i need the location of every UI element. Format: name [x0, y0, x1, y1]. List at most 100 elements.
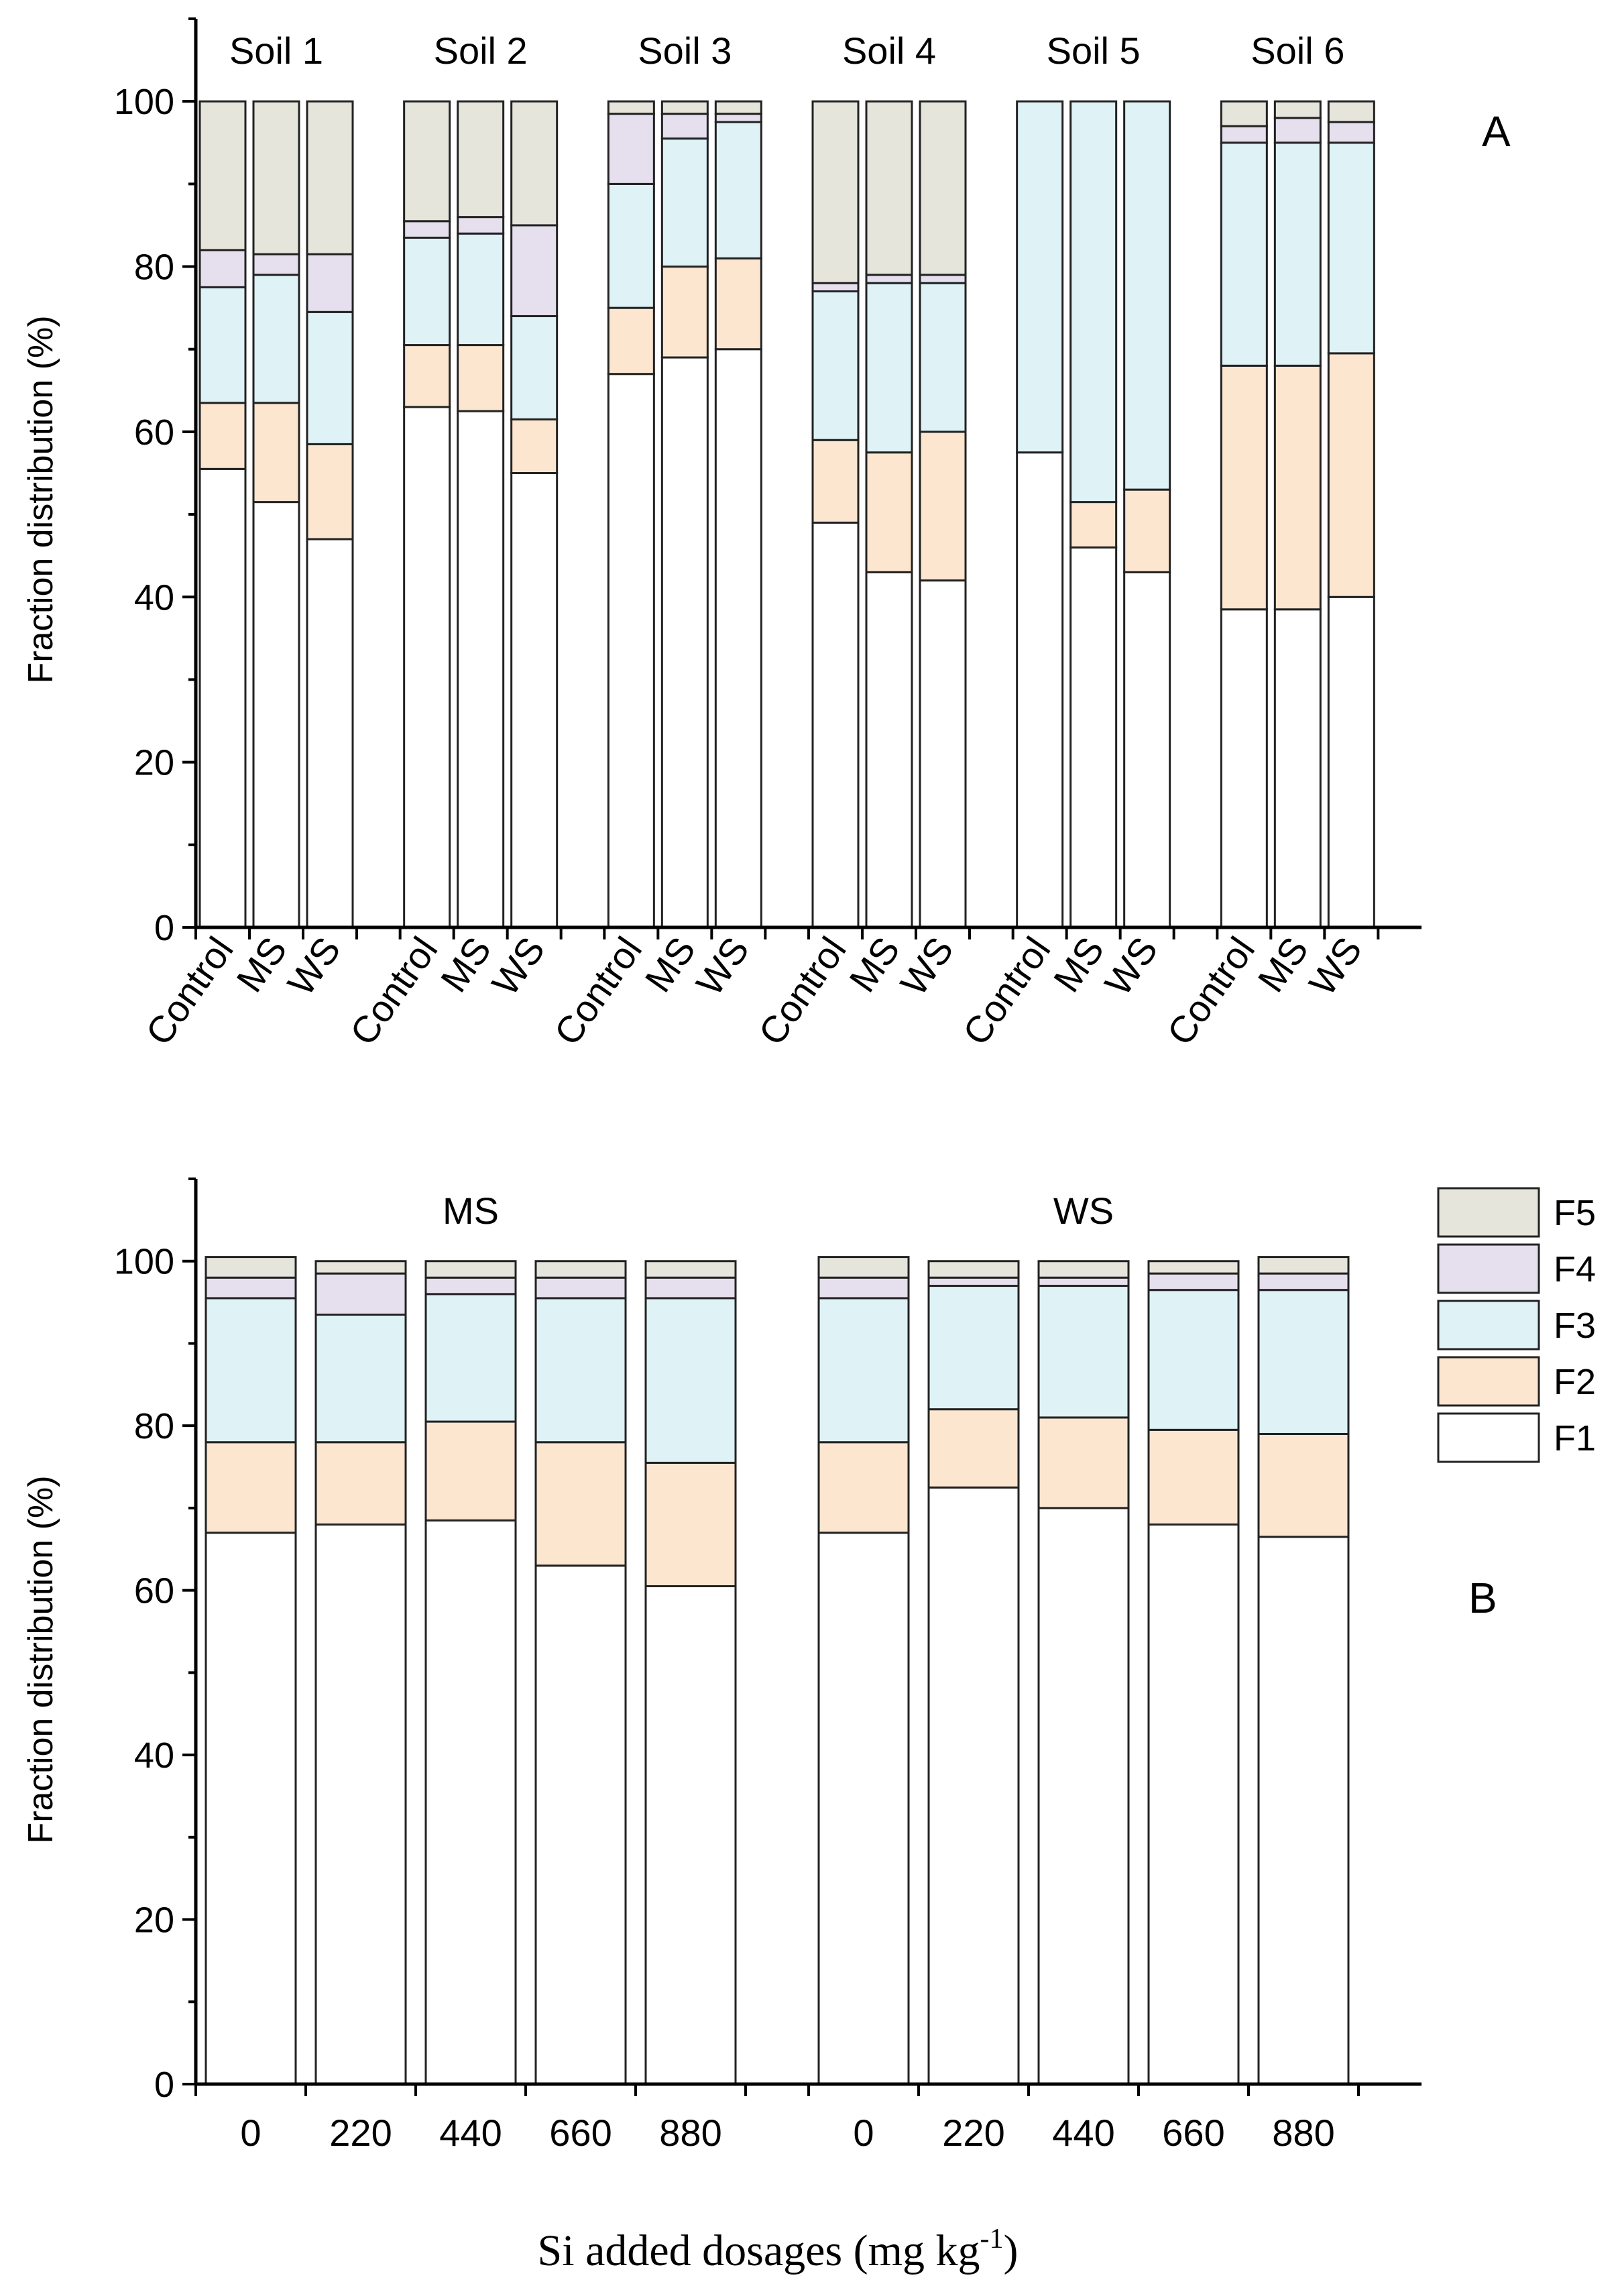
bar-segment-f4: [817, 1276, 910, 1300]
bar-segment-f1: [252, 501, 300, 929]
bar-segment-f3: [660, 137, 709, 268]
bar-segment-f3: [607, 182, 655, 309]
legend-label-f4: F4: [1554, 1249, 1596, 1289]
bar-segment-f2: [252, 402, 300, 504]
bar-segment-f5: [919, 100, 967, 276]
group-label: Soil 4: [842, 30, 936, 72]
bar-segment-f5: [865, 100, 913, 276]
x-tick-label: 0: [853, 2112, 874, 2154]
bar-segment-f3: [1327, 141, 1375, 355]
x-tick-label: MS: [1249, 929, 1316, 1000]
y-tick-label: 100: [114, 1242, 174, 1282]
bar-segment-f4: [314, 1272, 407, 1316]
bar-segment-f1: [1273, 608, 1322, 929]
bar-segment-f3: [1257, 1289, 1350, 1435]
bar-segment-f2: [714, 257, 762, 351]
bar-segment-f1: [865, 571, 913, 929]
legend-swatch-f1: [1437, 1412, 1540, 1463]
bar-segment-f1: [660, 356, 709, 929]
y-tick-label: 20: [134, 743, 174, 783]
bar-segment-f5: [1037, 1260, 1130, 1279]
panel-b-axes: 0 20 40 60 80 100 MS 0 220 440 660 880 WS 0 220 440 660 8…: [114, 1178, 1422, 2154]
bar-segment-f5: [205, 1256, 297, 1279]
bar-segment-f1: [534, 1564, 627, 2085]
bar-segment-f5: [510, 100, 559, 227]
bar-segment-f3: [205, 1297, 297, 1444]
x-tick-label: WS: [483, 929, 553, 1003]
bar-segment-f5: [607, 100, 655, 115]
bar-segment-f1: [314, 1523, 407, 2085]
bar-segment-f3: [1037, 1285, 1130, 1419]
bar-segment-f4: [714, 113, 762, 123]
bar-segment-f2: [424, 1420, 517, 1522]
bar-segment-f5: [1273, 100, 1322, 119]
bar-segment-f5: [714, 100, 762, 115]
x-tick-label: 220: [942, 2112, 1004, 2154]
bar-segment-f2: [1273, 364, 1322, 611]
bar-segment-f4: [457, 216, 505, 235]
group-label: Soil 6: [1251, 30, 1344, 72]
group-label: Soil 5: [1047, 30, 1141, 72]
bar-segment-f3: [919, 282, 967, 433]
panel-b-x-axis-label: Si added dosages (mg kg-1): [538, 2224, 1019, 2275]
bar-segment-f5: [252, 100, 300, 255]
x-tick-label: 440: [1052, 2112, 1114, 2154]
group-label: Soil 1: [229, 30, 323, 72]
y-tick-label: 20: [134, 1900, 174, 1941]
y-tick-label: 40: [134, 1735, 174, 1776]
y-tick-label: 60: [134, 412, 174, 453]
bar-segment-f4: [403, 220, 451, 239]
bar-segment-f5: [811, 100, 860, 284]
bar-segment-f2: [457, 344, 505, 412]
bar-segment-f4: [1220, 125, 1268, 144]
bar-segment-f1: [1147, 1523, 1240, 2085]
bar-segment-f5: [660, 100, 709, 115]
bar-segment-f4: [198, 249, 247, 288]
bar-segment-f2: [919, 431, 967, 582]
bar-segment-f5: [314, 1260, 407, 1275]
group-label: WS: [1053, 1190, 1114, 1232]
bar-segment-f3: [198, 286, 247, 404]
x-tick-label: Control: [341, 929, 445, 1053]
bar-segment-f1: [1257, 1536, 1350, 2085]
bar-segment-f2: [1220, 364, 1268, 611]
x-tick-label: WS: [279, 929, 348, 1003]
bar-segment-f1: [607, 373, 655, 929]
panel-b-label: B: [1468, 1574, 1497, 1622]
x-tick-label: MS: [636, 929, 703, 1000]
bar-segment-f4: [424, 1276, 517, 1296]
bar-segment-f3: [314, 1314, 407, 1444]
panel-b-y-axis-label: Fraction distribution (%): [21, 1475, 60, 1843]
x-tick-label: 220: [329, 2112, 392, 2154]
bar-segment-f4: [865, 274, 913, 284]
bar-segment-f3: [714, 121, 762, 260]
bar-segment-f2: [927, 1408, 1020, 1489]
x-axis-label-tail: ): [1003, 2226, 1018, 2275]
legend-label-f5: F5: [1554, 1193, 1596, 1233]
group-label: Soil 3: [638, 30, 732, 72]
bar-segment-f5: [817, 1256, 910, 1279]
bar-segment-f1: [403, 406, 451, 929]
bar-segment-f3: [510, 314, 559, 420]
y-tick-label: 40: [134, 577, 174, 618]
bar-segment-f2: [644, 1461, 737, 1588]
bar-segment-f2: [1123, 488, 1171, 573]
bar-segment-f2: [205, 1441, 297, 1534]
bar-segment-f3: [1220, 141, 1268, 367]
bar-segment-f2: [1327, 352, 1375, 598]
panel-a-label: A: [1482, 107, 1511, 156]
bar-segment-f4: [607, 113, 655, 185]
bar-segment-f2: [607, 306, 655, 376]
bar-segment-f2: [510, 418, 559, 475]
y-tick-label: 0: [154, 908, 174, 948]
x-tick-label: WS: [892, 929, 961, 1003]
bar-segment-f4: [811, 282, 860, 293]
bar-segment-f3: [424, 1293, 517, 1423]
legend-label-f1: F1: [1554, 1418, 1596, 1458]
x-tick-label: Control: [137, 929, 241, 1053]
bar-segment-f2: [1037, 1416, 1130, 1509]
panel-a-bars: [198, 100, 1375, 929]
bar-segment-f4: [1327, 121, 1375, 144]
x-tick-label: MS: [432, 929, 500, 1000]
